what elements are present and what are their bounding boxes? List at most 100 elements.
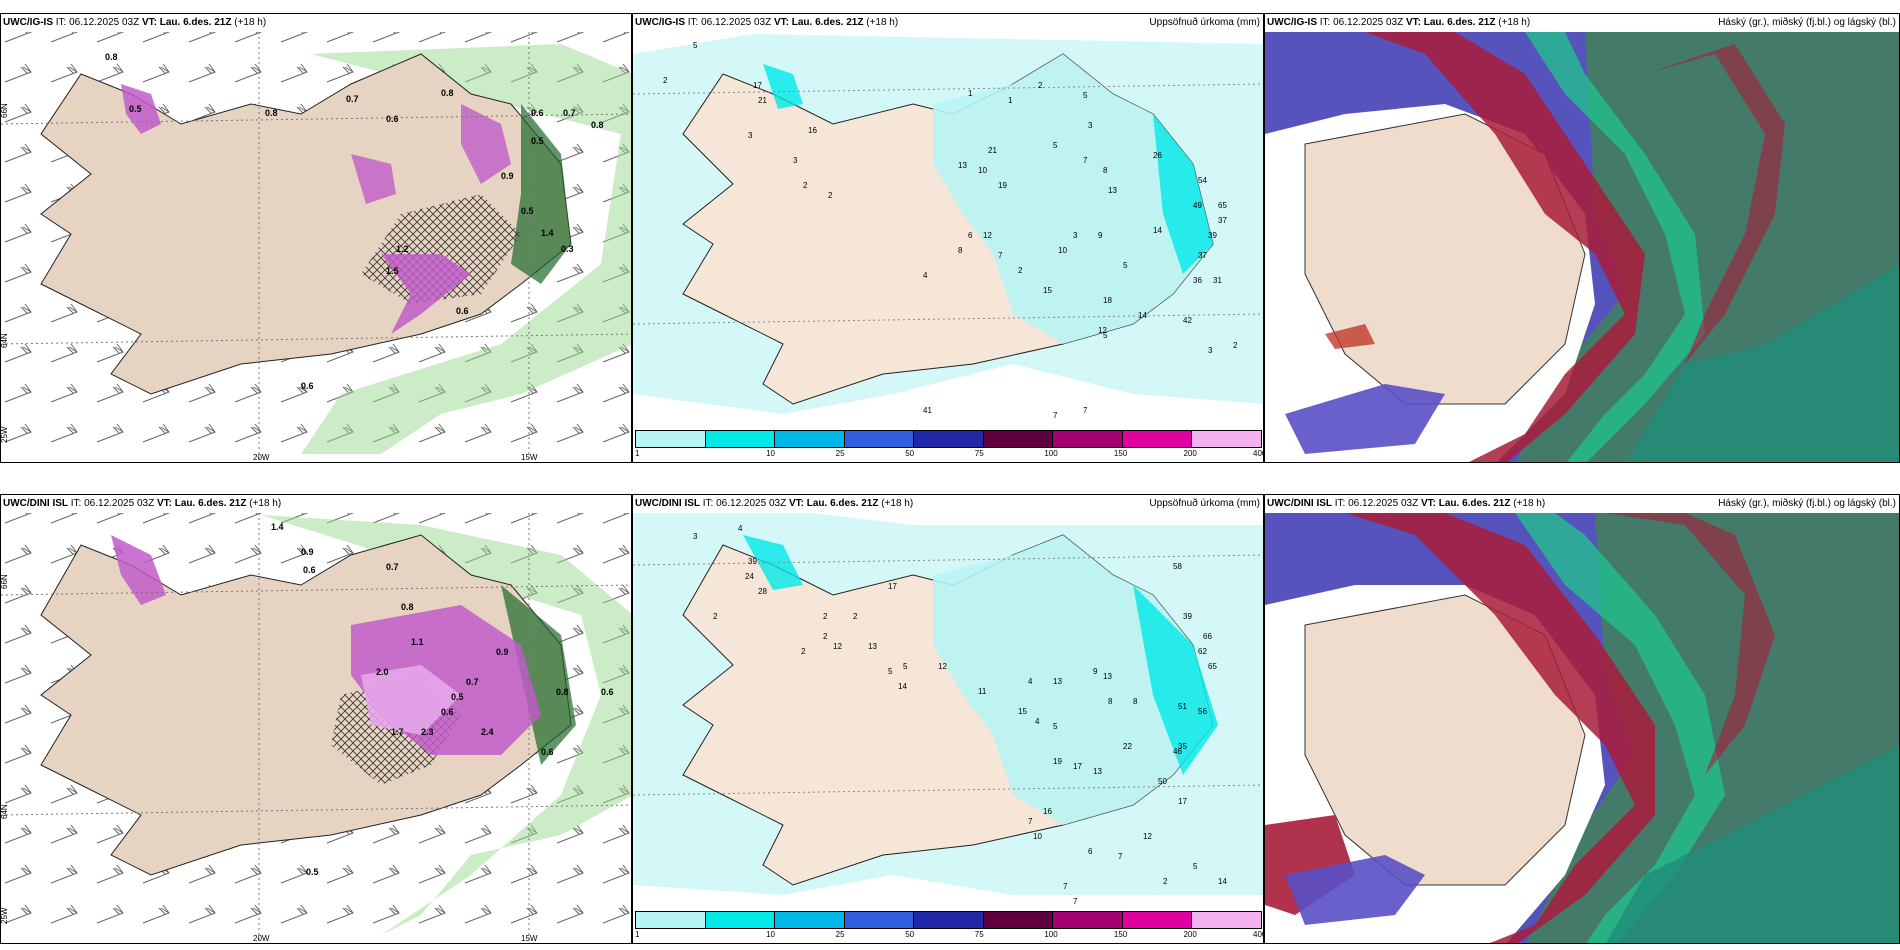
value-label: 0.3 xyxy=(561,244,574,254)
precip-value: 17 xyxy=(753,81,762,90)
precip-value: 14 xyxy=(1153,226,1162,235)
precip-value: 13 xyxy=(1053,677,1062,686)
precip-value: 12 xyxy=(1143,832,1152,841)
precip-value: 4 xyxy=(923,271,928,280)
precip-value: 11 xyxy=(978,687,987,696)
precip-value: 7 xyxy=(998,251,1003,260)
precip-value: 5 xyxy=(1193,862,1198,871)
wind-precip-panel-bottom: UWC/DINI ISL IT: 06.12.2025 03Z VT: Lau.… xyxy=(0,494,632,944)
precip-value: 12 xyxy=(1098,326,1107,335)
value-label: 0.5 xyxy=(451,692,464,702)
colorbar-swatch xyxy=(1191,911,1262,929)
colorbar-label: 1 xyxy=(635,449,640,458)
precip-value: 2 xyxy=(1163,877,1168,886)
colorbar-swatch xyxy=(635,911,706,929)
value-label: 1.2 xyxy=(396,244,409,254)
precip-value: 3 xyxy=(1088,121,1093,130)
precip-value: 50 xyxy=(1158,777,1167,786)
precip-value: 12 xyxy=(938,662,947,671)
value-label: 0.8 xyxy=(441,88,454,98)
precip-value: 10 xyxy=(1058,246,1067,255)
value-label: 0.5 xyxy=(531,136,544,146)
value-label: 0.8 xyxy=(591,120,604,130)
lon-label: 15W xyxy=(521,453,538,462)
colorbar-swatch xyxy=(1052,911,1123,929)
precip-value: 2 xyxy=(803,181,808,190)
precip-value: 5 xyxy=(1053,722,1058,731)
lat-label: 64N xyxy=(1,333,9,348)
precip-value: 16 xyxy=(1043,807,1052,816)
precip-value: 8 xyxy=(1103,166,1108,175)
panel-title: UWC/IG-IS IT: 06.12.2025 03Z VT: Lau. 6.… xyxy=(635,17,899,28)
precip-value: 4 xyxy=(738,524,743,533)
lon-label: 15W xyxy=(521,934,538,943)
precip-value: 2 xyxy=(823,612,828,621)
colorbar-swatch xyxy=(1121,911,1193,929)
precip-value: 21 xyxy=(758,96,767,105)
precip-value: 5 xyxy=(693,41,698,50)
value-label: 0.8 xyxy=(556,687,569,697)
precip-value: 12 xyxy=(983,231,992,240)
precip-value: 5 xyxy=(1083,91,1088,100)
precip-value: 37 xyxy=(1198,251,1207,260)
colorbar-label: 200 xyxy=(1183,449,1197,458)
precip-value: 66 xyxy=(1203,632,1212,641)
precip-value: 5 xyxy=(1053,141,1058,150)
value-label: 2.3 xyxy=(421,727,434,737)
colorbar-swatch xyxy=(1052,430,1123,448)
panel-subtitle: Uppsöfnuð úrkoma (mm) xyxy=(1149,17,1260,28)
precip-value: 6 xyxy=(968,231,973,240)
colorbar-label: 100 xyxy=(1044,930,1058,939)
precip-value: 36 xyxy=(1193,276,1202,285)
precip-value: 22 xyxy=(1123,742,1132,751)
lat-label: 66N xyxy=(1,574,9,589)
precip-value: 10 xyxy=(1033,832,1042,841)
colorbar-swatch xyxy=(704,911,776,929)
precip-value: 2 xyxy=(663,76,668,85)
colorbar-swatch xyxy=(774,911,845,929)
colorbar-swatch xyxy=(1121,430,1193,448)
value-label: 2.0 xyxy=(376,667,389,677)
precip-value: 6 xyxy=(1088,847,1093,856)
precip-value: 8 xyxy=(1108,697,1113,706)
precip-value: 2 xyxy=(853,612,858,621)
precip-value: 15 xyxy=(1043,286,1052,295)
precip-value: 5 xyxy=(1123,261,1128,270)
colorbar-label: 10 xyxy=(766,449,776,458)
precip-value: 39 xyxy=(1208,231,1217,240)
precip-value: 54 xyxy=(1198,176,1207,185)
precip-value: 51 xyxy=(1178,702,1187,711)
value-label: 0.6 xyxy=(386,114,399,124)
value-label: 0.6 xyxy=(301,381,314,391)
precip-panel-top: UWC/IG-IS IT: 06.12.2025 03Z VT: Lau. 6.… xyxy=(632,13,1264,463)
value-label: 0.8 xyxy=(401,602,414,612)
lon-label: 25W xyxy=(1,426,9,443)
precip-value: 65 xyxy=(1208,662,1217,671)
precip-value: 2 xyxy=(1038,81,1043,90)
precip-value: 13 xyxy=(958,161,967,170)
precip-value: 37 xyxy=(1218,216,1227,225)
precip-value: 39 xyxy=(1183,612,1192,621)
precip-value: 9 xyxy=(1098,231,1103,240)
panel-title: UWC/DINI ISL IT: 06.12.2025 03Z VT: Lau.… xyxy=(635,498,914,509)
precip-value: 2 xyxy=(823,632,828,641)
value-label: 0.6 xyxy=(601,687,614,697)
cloud-map xyxy=(1265,32,1899,462)
colorbar-label: 400 xyxy=(1253,449,1263,458)
precip-value: 24 xyxy=(745,572,754,581)
value-label: 1.4 xyxy=(271,522,284,532)
value-label: 1.1 xyxy=(411,637,424,647)
precip-value: 41 xyxy=(923,406,932,415)
value-label: 0.8 xyxy=(265,108,278,118)
precip-value: 13 xyxy=(1103,672,1112,681)
cloud-panel-bottom: UWC/DINI ISL IT: 06.12.2025 03Z VT: Lau.… xyxy=(1264,494,1900,944)
value-label: 0.6 xyxy=(531,108,544,118)
colorbar-label: 150 xyxy=(1113,449,1128,458)
wind-precip-panel-top: UWC/IG-IS IT: 06.12.2025 03Z VT: Lau. 6.… xyxy=(0,13,632,463)
precip-value: 2 xyxy=(1233,341,1238,350)
value-label: 0.8 xyxy=(105,52,118,62)
value-label: 0.7 xyxy=(466,677,479,687)
precip-value: 65 xyxy=(1218,201,1227,210)
